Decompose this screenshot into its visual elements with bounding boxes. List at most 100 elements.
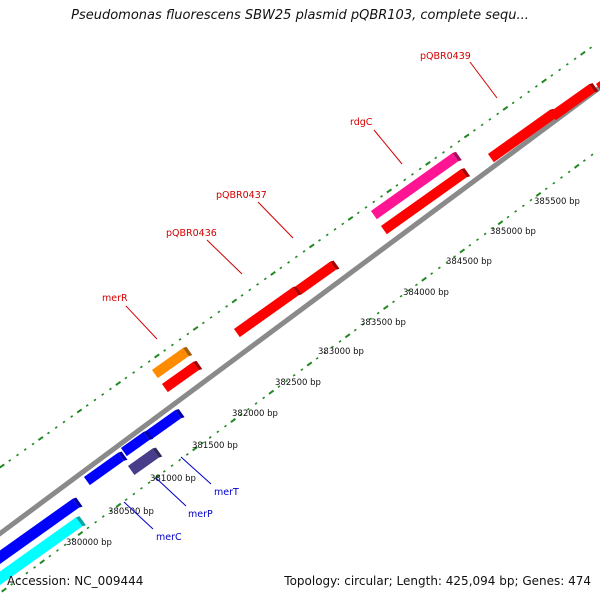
outer-tick	[248, 288, 252, 292]
inner-tick	[392, 300, 395, 304]
inner-tick	[344, 333, 351, 339]
inner-tick	[353, 328, 357, 332]
outer-tick	[287, 261, 290, 264]
outer-tick	[37, 436, 44, 441]
outer-tick	[425, 160, 431, 166]
gene-label[interactable]: pQBR0437	[216, 190, 267, 201]
feature-cds-forward[interactable]	[550, 83, 599, 121]
gene-label[interactable]: pQBR0439	[420, 51, 471, 62]
inner-tick	[254, 402, 258, 405]
outer-tick	[534, 85, 538, 88]
inner-tick	[56, 549, 59, 552]
inner-tick	[132, 492, 136, 496]
coordinate-label: 384000 bp	[403, 288, 449, 298]
outer-tick	[270, 270, 276, 276]
page-title: Pseudomonas fluorescens SBW25 plasmid pQ…	[71, 8, 529, 23]
outer-tick	[308, 243, 315, 249]
coordinate-label: 384500 bp	[446, 257, 492, 267]
inner-tick	[300, 368, 304, 372]
feature-cds-forward[interactable]	[488, 108, 560, 163]
accession-text: Accession: NC_009444	[7, 574, 144, 588]
inner-tick	[361, 323, 365, 326]
gene-label[interactable]: pQBR0436	[166, 228, 217, 239]
feature-cds-reverse[interactable]	[84, 451, 128, 486]
outer-tick	[318, 239, 321, 242]
outer-tick	[511, 101, 515, 105]
inner-tick	[453, 255, 456, 258]
outer-tick	[16, 453, 19, 457]
inner-tick	[124, 498, 128, 501]
inner-tick	[33, 566, 36, 569]
outer-tick	[541, 78, 547, 84]
outer-tick	[496, 112, 500, 116]
inner-tick	[459, 248, 466, 254]
feature-cds-forward[interactable]	[296, 260, 340, 295]
outer-tick	[442, 151, 445, 154]
outer-tick	[472, 129, 476, 132]
inner-tick	[109, 509, 113, 513]
feature-cds-reverse[interactable]	[121, 430, 154, 457]
outer-tick	[565, 63, 569, 66]
outer-tick	[186, 332, 190, 336]
coordinate-label: 380000 bp	[66, 538, 112, 548]
inner-tick	[25, 571, 29, 575]
gene-label[interactable]: merC	[156, 532, 182, 543]
outer-tick	[8, 459, 12, 462]
feature-cds-forward[interactable]	[234, 286, 302, 338]
feature-cds-forward[interactable]	[596, 71, 600, 92]
feature-cds-reverse[interactable]	[0, 497, 83, 568]
feature-layer	[0, 71, 600, 589]
inner-tick	[483, 232, 487, 236]
coordinate-label: 381500 bp	[192, 441, 238, 451]
gene-label-leader	[206, 239, 243, 275]
inner-tick	[445, 260, 449, 264]
feature-gene-forward[interactable]	[152, 346, 193, 379]
gene-label[interactable]: merP	[188, 509, 213, 520]
outer-tick	[302, 250, 306, 253]
outer-tick	[418, 167, 422, 171]
outer-tick	[0, 463, 5, 469]
coordinate-label: 380500 bp	[108, 507, 154, 517]
coordinate-label: 383000 bp	[318, 347, 364, 357]
outer-tick	[527, 90, 531, 94]
outer-tick	[589, 46, 593, 50]
outer-tick	[372, 200, 376, 204]
inner-tick	[268, 389, 275, 395]
feature-gene-forward[interactable]	[371, 151, 462, 220]
outer-tick	[395, 184, 399, 187]
feature-cds-forward[interactable]	[381, 168, 471, 235]
outer-tick	[341, 222, 345, 226]
inner-tick	[582, 159, 586, 162]
gene-label-leader	[373, 129, 403, 165]
gene-label[interactable]: merT	[214, 487, 239, 498]
coordinate-label: 383500 bp	[360, 318, 406, 328]
outer-tick	[434, 156, 438, 160]
outer-tick	[558, 68, 562, 72]
gene-labels: merR pQBR0436 pQBR0437 rdgC pQBR0439 merTmerP…	[102, 51, 498, 543]
inner-tick	[39, 559, 45, 565]
gene-label[interactable]: rdgC	[350, 117, 373, 128]
inner-tick	[573, 163, 580, 169]
inner-tick	[10, 582, 14, 586]
gene-label-leader	[125, 305, 158, 340]
inner-tick	[277, 385, 281, 388]
gene-label-leader	[155, 477, 187, 507]
inner-tick	[246, 407, 250, 411]
feature-gene-reverse[interactable]	[0, 516, 86, 589]
outer-tick	[225, 305, 229, 308]
outer-tick	[364, 206, 368, 209]
feature-gene-reverse[interactable]	[128, 447, 163, 475]
inner-tick	[590, 153, 594, 157]
inner-tick	[414, 283, 418, 287]
feature-cds-reverse[interactable]	[146, 409, 185, 440]
inner-tick	[535, 191, 542, 197]
inner-tick	[1, 587, 7, 593]
outer-tick	[31, 442, 35, 446]
feature-cds-forward[interactable]	[162, 360, 203, 393]
inner-tick	[115, 502, 122, 508]
outer-tick	[573, 57, 577, 61]
outer-tick	[333, 228, 337, 231]
gene-label-leader	[180, 456, 212, 485]
gene-label[interactable]: merR	[102, 293, 128, 304]
